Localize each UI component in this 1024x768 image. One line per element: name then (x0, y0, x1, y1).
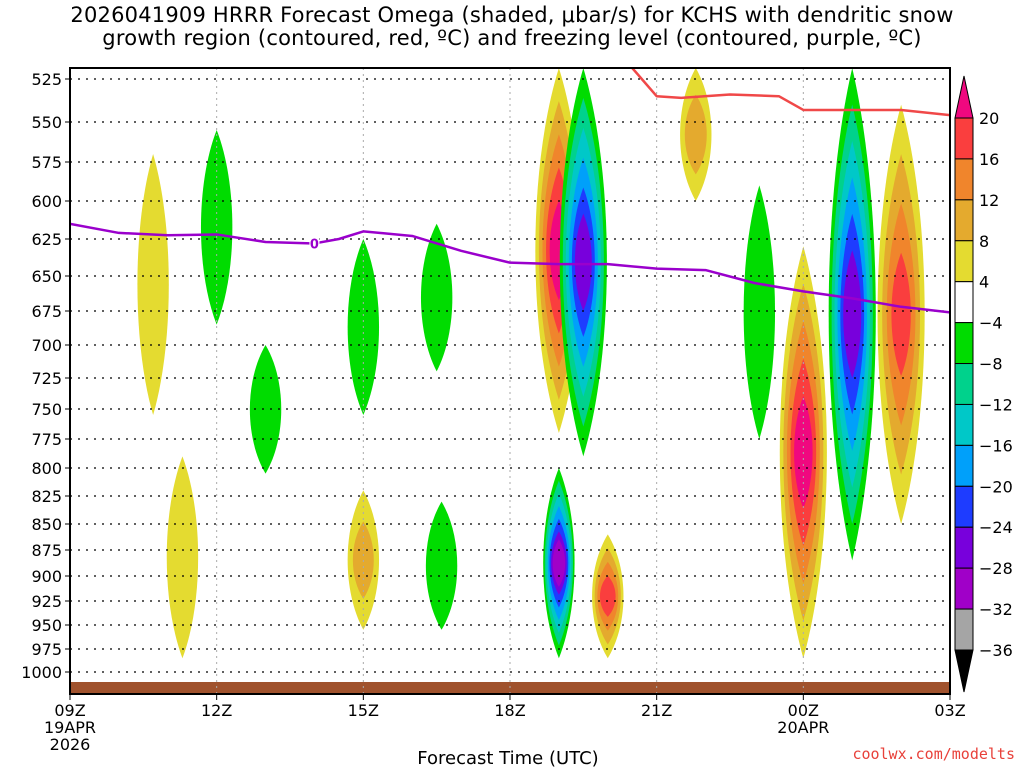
colorbar-label: −16 (979, 436, 1013, 455)
y-tick-label-750: 750 (31, 400, 62, 419)
omega-band--4 (743, 185, 776, 439)
omega-band--4 (425, 501, 458, 630)
omega-band-16 (599, 575, 616, 617)
y-tick-label-800: 800 (31, 459, 62, 478)
y-tick-label-625: 625 (31, 230, 62, 249)
omega-cell-updraft-core-low-20z (592, 534, 624, 659)
colorbar-swatch (954, 363, 974, 405)
x-tick-label: 2026 (50, 735, 91, 754)
y-tick-label-825: 825 (31, 487, 62, 506)
colorbar-label: −24 (979, 518, 1013, 537)
colorbar-label: 20 (979, 109, 999, 128)
colorbar-swatch (954, 199, 974, 242)
y-tick-label-575: 575 (31, 153, 62, 172)
y-tick-label-650: 650 (31, 267, 62, 286)
colorbar-label: −8 (979, 355, 1003, 374)
x-tick-label: 21Z (641, 701, 672, 720)
y-tick-label-975: 975 (31, 640, 62, 659)
colorbar-swatch (954, 526, 974, 569)
x-tick-label: 09Z (54, 701, 85, 720)
colorbar-label: −12 (979, 395, 1013, 414)
colorbar-swatch (954, 240, 974, 283)
y-tick-label-1000: 1000 (21, 663, 62, 682)
y-tick-label-900: 900 (31, 567, 62, 586)
colorbar-label: −36 (979, 641, 1013, 660)
colorbar-label: 16 (979, 150, 999, 169)
omega-cell-downdraft-core-low-19z (543, 468, 575, 659)
omega-cell-updraft-yellow-low-10z-12z (166, 456, 199, 659)
gridlines (70, 68, 950, 694)
x-tick-label: 20APR (777, 718, 829, 737)
freezing-level-label: 0 (310, 237, 319, 252)
y-tick-label-675: 675 (31, 302, 62, 321)
omega-cell-updraft-top-21z-22z (680, 68, 712, 201)
credit-link[interactable]: coolwx.com/modelts (852, 745, 1015, 763)
colorbar-swatch (954, 608, 974, 651)
chart-title: 2026041909 HRRR Forecast Omega (shaded, … (0, 4, 1024, 50)
y-tick-label-700: 700 (31, 336, 62, 355)
omega-band--28 (552, 539, 566, 587)
chart-title-line-1: 2026041909 HRRR Forecast Omega (shaded, … (70, 3, 954, 27)
omega-band--24 (574, 213, 592, 311)
y-tick-label-925: 925 (31, 592, 62, 611)
colorbar-swatch (954, 485, 974, 528)
colorbar-label: 8 (979, 232, 989, 251)
omega-band-8 (684, 94, 707, 175)
x-tick-label: 12Z (201, 701, 232, 720)
contour-label-bg (309, 236, 320, 251)
omega-band-4 (166, 456, 199, 659)
chart-title-line-2: growth region (contoured, red, ºC) and f… (102, 26, 922, 50)
contour-dendritic-snow-growth-region (631, 68, 950, 117)
omega-cell-downdraft-green-13z (249, 345, 282, 474)
omega-cell-downdraft-core-20z (559, 68, 607, 457)
colorbar-label: −20 (979, 477, 1013, 496)
x-tick-label: 19APR (44, 718, 96, 737)
y-tick-label-875: 875 (31, 541, 62, 560)
omega-cell-downdraft-green-12z (200, 130, 233, 325)
y-tick-label-525: 525 (31, 70, 62, 89)
colorbar-swatch (954, 403, 974, 446)
y-tick-label-775: 775 (31, 430, 62, 449)
colorbar-arrow-bottom (954, 649, 974, 693)
x-axis-title: Forecast Time (UTC) (417, 748, 598, 768)
colorbar-label: −4 (979, 314, 1003, 333)
colorbar-arrow-top (954, 75, 974, 119)
colorbar-label: 4 (979, 273, 989, 292)
colorbar-swatch (954, 158, 974, 201)
colorbar-swatch (954, 281, 974, 324)
omega-band-4 (137, 154, 169, 415)
y-tick-label-600: 600 (31, 192, 62, 211)
x-tick-label: 00Z (788, 701, 819, 720)
omega-cell-downdraft-green-low-16z (425, 501, 458, 630)
contour-freezing-level (70, 222, 950, 314)
omega-cell-downdraft-core-01z (828, 68, 876, 561)
colorbar-swatch (954, 117, 974, 160)
omega-cell-updraft-core-02z (877, 104, 925, 525)
colorbar-swatch (954, 444, 974, 487)
omega-band-16 (891, 252, 911, 377)
colorbar-swatch (954, 567, 974, 610)
contour-lines: 0 (70, 68, 950, 314)
x-tick-label: 03Z (934, 701, 965, 720)
colorbar-label: −32 (979, 600, 1013, 619)
omega-band--4 (420, 223, 453, 372)
colorbar-label: −28 (979, 559, 1013, 578)
omega-band--4 (249, 345, 282, 474)
omega-band--24 (843, 250, 862, 379)
omega-cell-downdraft-green-23z (743, 185, 776, 439)
y-tick-label-550: 550 (31, 113, 62, 132)
y-tick-label-725: 725 (31, 369, 62, 388)
colorbar-label: 12 (979, 191, 999, 210)
y-tick-label-850: 850 (31, 515, 62, 534)
y-tick-label-950: 950 (31, 616, 62, 635)
colorbar: 20 16 12 8 4 −4 −8 −12 −16 −20 −24 −28 −32 −36 (954, 75, 1013, 693)
axes: 525 550 575 600 625 650 675 700 725 750 775 800 825 8… (21, 67, 966, 754)
omega-cell-downdraft-green-16z (420, 223, 453, 372)
colorbar-swatch (954, 322, 974, 365)
x-tick-label: 18Z (494, 701, 525, 720)
x-tick-label: 15Z (348, 701, 379, 720)
omega-cell-updraft-yellow-11z (137, 154, 169, 415)
omega-band--4 (200, 130, 233, 325)
